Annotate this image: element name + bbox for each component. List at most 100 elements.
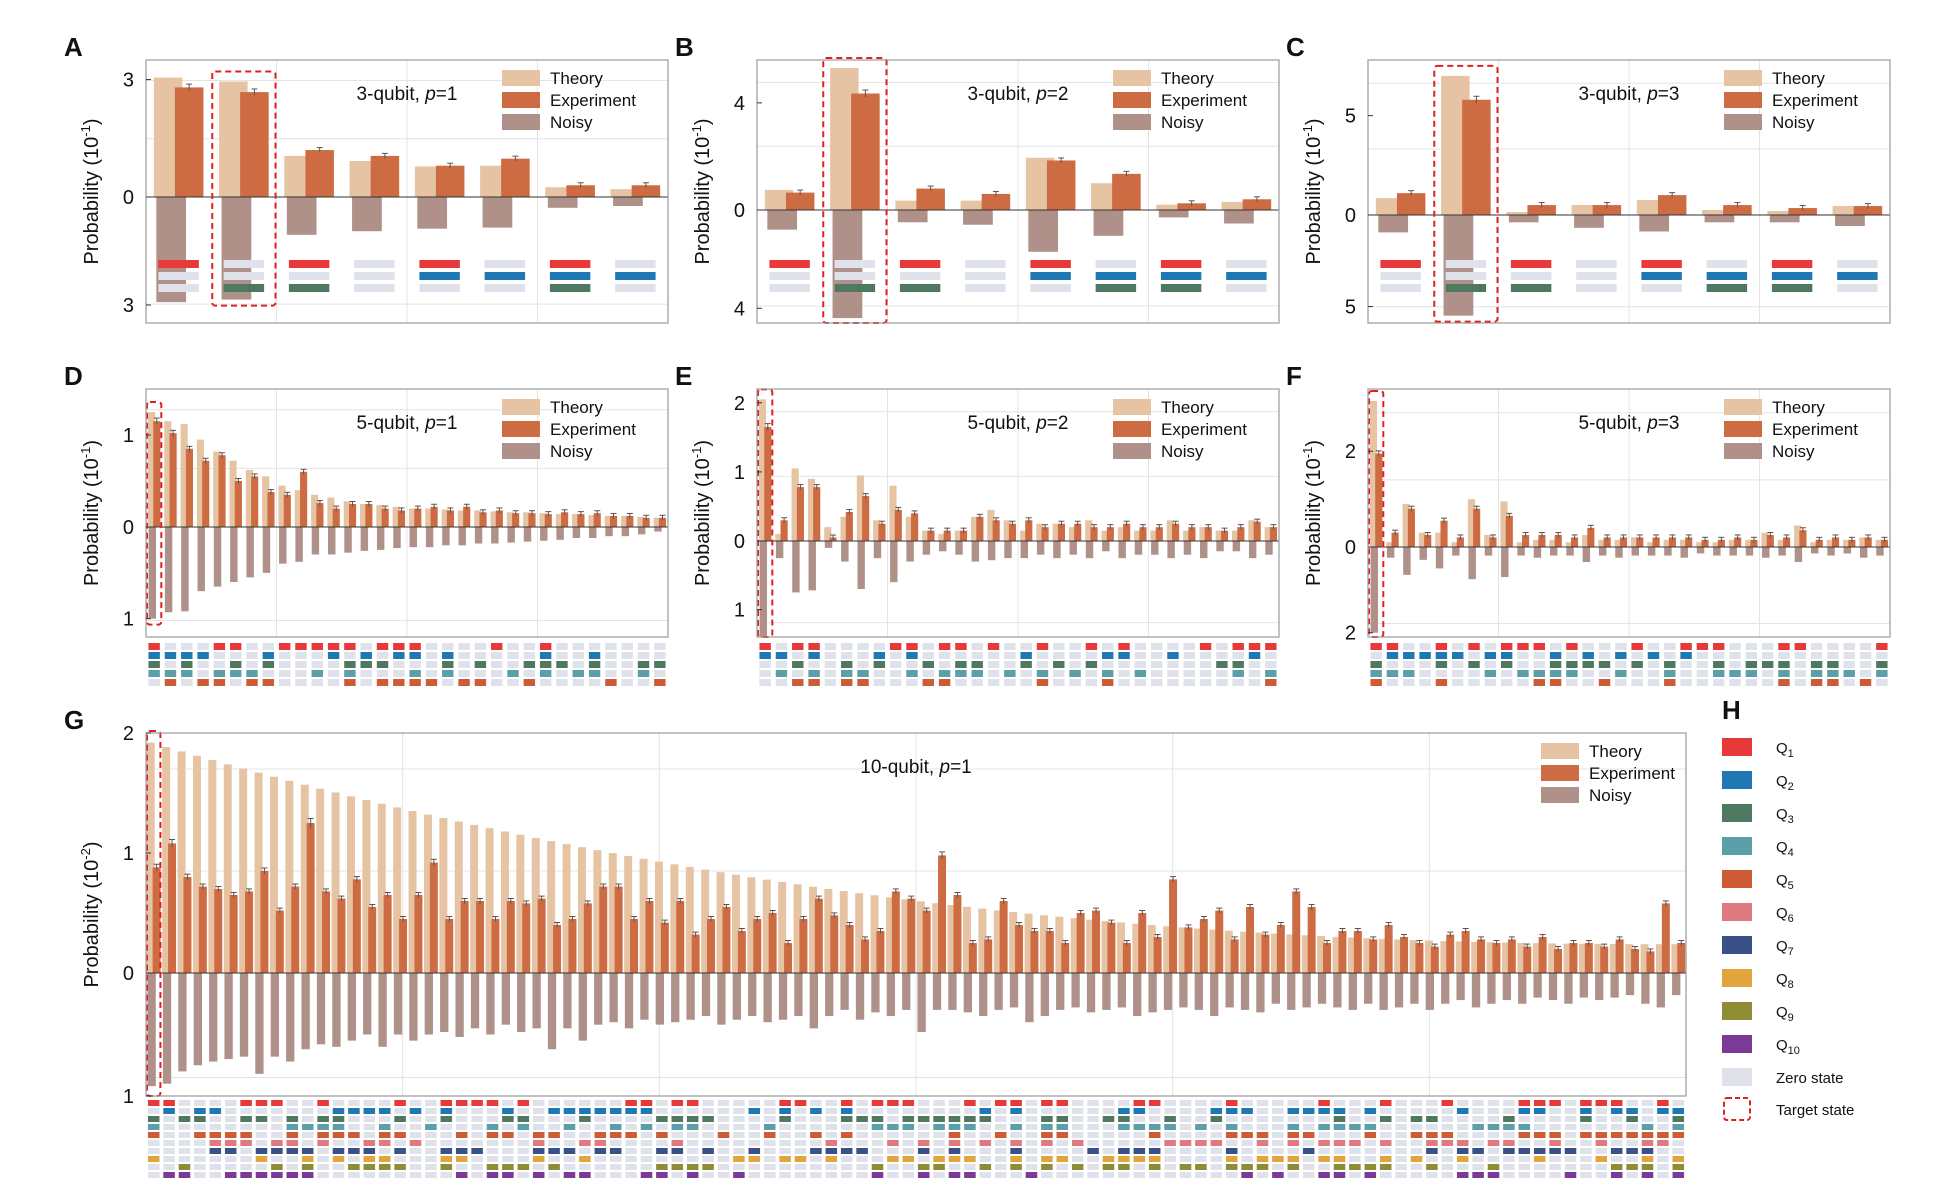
experiment-bar — [1076, 913, 1085, 973]
state-cell — [1672, 1132, 1685, 1138]
experiment-bar — [198, 886, 207, 973]
noisy-bar — [1615, 547, 1623, 558]
y-tick-label: 2 — [734, 393, 745, 415]
theory-bar — [1178, 927, 1187, 973]
state-cell — [841, 652, 853, 659]
state-cell — [1403, 679, 1415, 686]
state-cell — [1664, 643, 1676, 650]
noisy-bar — [286, 197, 317, 235]
state-cell — [1771, 260, 1813, 268]
state-cell — [1056, 1100, 1069, 1106]
state-cell — [1183, 661, 1195, 668]
experiment-bar — [495, 510, 503, 527]
state-cell — [779, 1172, 791, 1178]
state-cell — [376, 670, 389, 677]
state-cell — [455, 1148, 468, 1154]
noisy-bar — [1028, 210, 1059, 252]
state-cell — [1827, 670, 1839, 677]
legend-swatch — [1724, 421, 1762, 437]
plot-border — [756, 59, 1280, 324]
state-cell — [1745, 679, 1758, 686]
state-cell — [1272, 1148, 1284, 1154]
state-cell — [763, 1156, 776, 1162]
noisy-bar — [1009, 973, 1019, 1008]
state-cell — [1664, 670, 1676, 677]
state-cell — [1199, 652, 1212, 659]
state-cell — [1419, 670, 1431, 677]
state-cell — [1518, 1172, 1531, 1178]
experiment-bar — [152, 867, 161, 973]
state-cell — [1680, 643, 1692, 650]
state-cell — [474, 679, 487, 686]
state-cell — [419, 260, 460, 268]
state-cell — [502, 1164, 514, 1170]
theory-bar — [1369, 400, 1378, 547]
state-cell — [1549, 1100, 1561, 1106]
state-cell — [197, 652, 209, 659]
plot-border — [145, 59, 669, 324]
theory-bar — [856, 475, 864, 541]
state-cell — [1533, 1124, 1546, 1130]
y-tick-label: 2 — [123, 723, 134, 745]
state-strip — [769, 260, 1267, 292]
state-cell — [301, 1124, 314, 1130]
theory-bar — [791, 468, 799, 541]
state-cell — [548, 1132, 560, 1138]
state-cell — [1241, 1132, 1253, 1138]
noisy-bar — [794, 973, 803, 1017]
state-cell — [779, 1116, 791, 1122]
experiment-bar — [1338, 931, 1347, 973]
state-cell — [1503, 1116, 1515, 1122]
noisy-bar — [1484, 547, 1493, 556]
noisy-bar — [1794, 547, 1803, 562]
state-cell — [654, 643, 666, 650]
state-cell — [579, 1132, 591, 1138]
state-cell — [871, 1164, 884, 1170]
legend-label: Experiment — [1161, 420, 1247, 439]
state-cell — [748, 1100, 761, 1106]
state-cell — [1810, 661, 1823, 668]
theory-bar — [1859, 537, 1867, 547]
noisy-bar — [1102, 973, 1111, 1010]
noisy-bar — [1194, 973, 1203, 1010]
state-cell — [1148, 1116, 1161, 1122]
y-ticks: 022 — [1345, 441, 1373, 645]
state-cell — [1403, 652, 1415, 659]
experiment-bar — [202, 460, 210, 527]
theory-bar — [362, 800, 371, 973]
state-cell — [1148, 1108, 1161, 1114]
state-cell — [856, 1140, 868, 1146]
state-cell — [1164, 1148, 1176, 1154]
noisy-bar — [701, 973, 711, 1017]
noisy-bar — [873, 541, 882, 559]
state-cell — [759, 670, 771, 677]
state-cell — [317, 1124, 329, 1130]
state-cell — [1472, 1148, 1484, 1154]
state-cell — [579, 1108, 591, 1114]
state-cell — [605, 661, 617, 668]
experiment-bar — [1677, 943, 1686, 973]
legend-swatch — [1541, 787, 1579, 803]
state-cell — [825, 1116, 838, 1122]
noisy-bar — [1085, 541, 1094, 559]
state-cell — [1410, 1156, 1423, 1162]
experiment-bar — [1507, 939, 1516, 973]
state-cell — [887, 1124, 899, 1130]
state-cell — [224, 1140, 237, 1146]
state-cell — [640, 1172, 653, 1178]
state-cell — [1582, 652, 1594, 659]
theory-bar — [331, 792, 340, 973]
state-cell — [702, 1156, 714, 1162]
theory-bar — [346, 796, 355, 973]
state-cell — [517, 1172, 530, 1178]
state-cell — [255, 1156, 268, 1162]
theory-bar — [1183, 530, 1191, 541]
state-cell — [1626, 1108, 1638, 1114]
bars — [147, 412, 667, 619]
state-cell — [1370, 643, 1382, 650]
state-cell — [906, 679, 918, 686]
theory-bar — [1055, 916, 1064, 973]
state-cell — [230, 661, 242, 668]
state-cell — [702, 1108, 714, 1114]
